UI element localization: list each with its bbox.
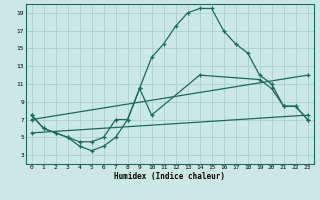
X-axis label: Humidex (Indice chaleur): Humidex (Indice chaleur) — [114, 172, 225, 181]
